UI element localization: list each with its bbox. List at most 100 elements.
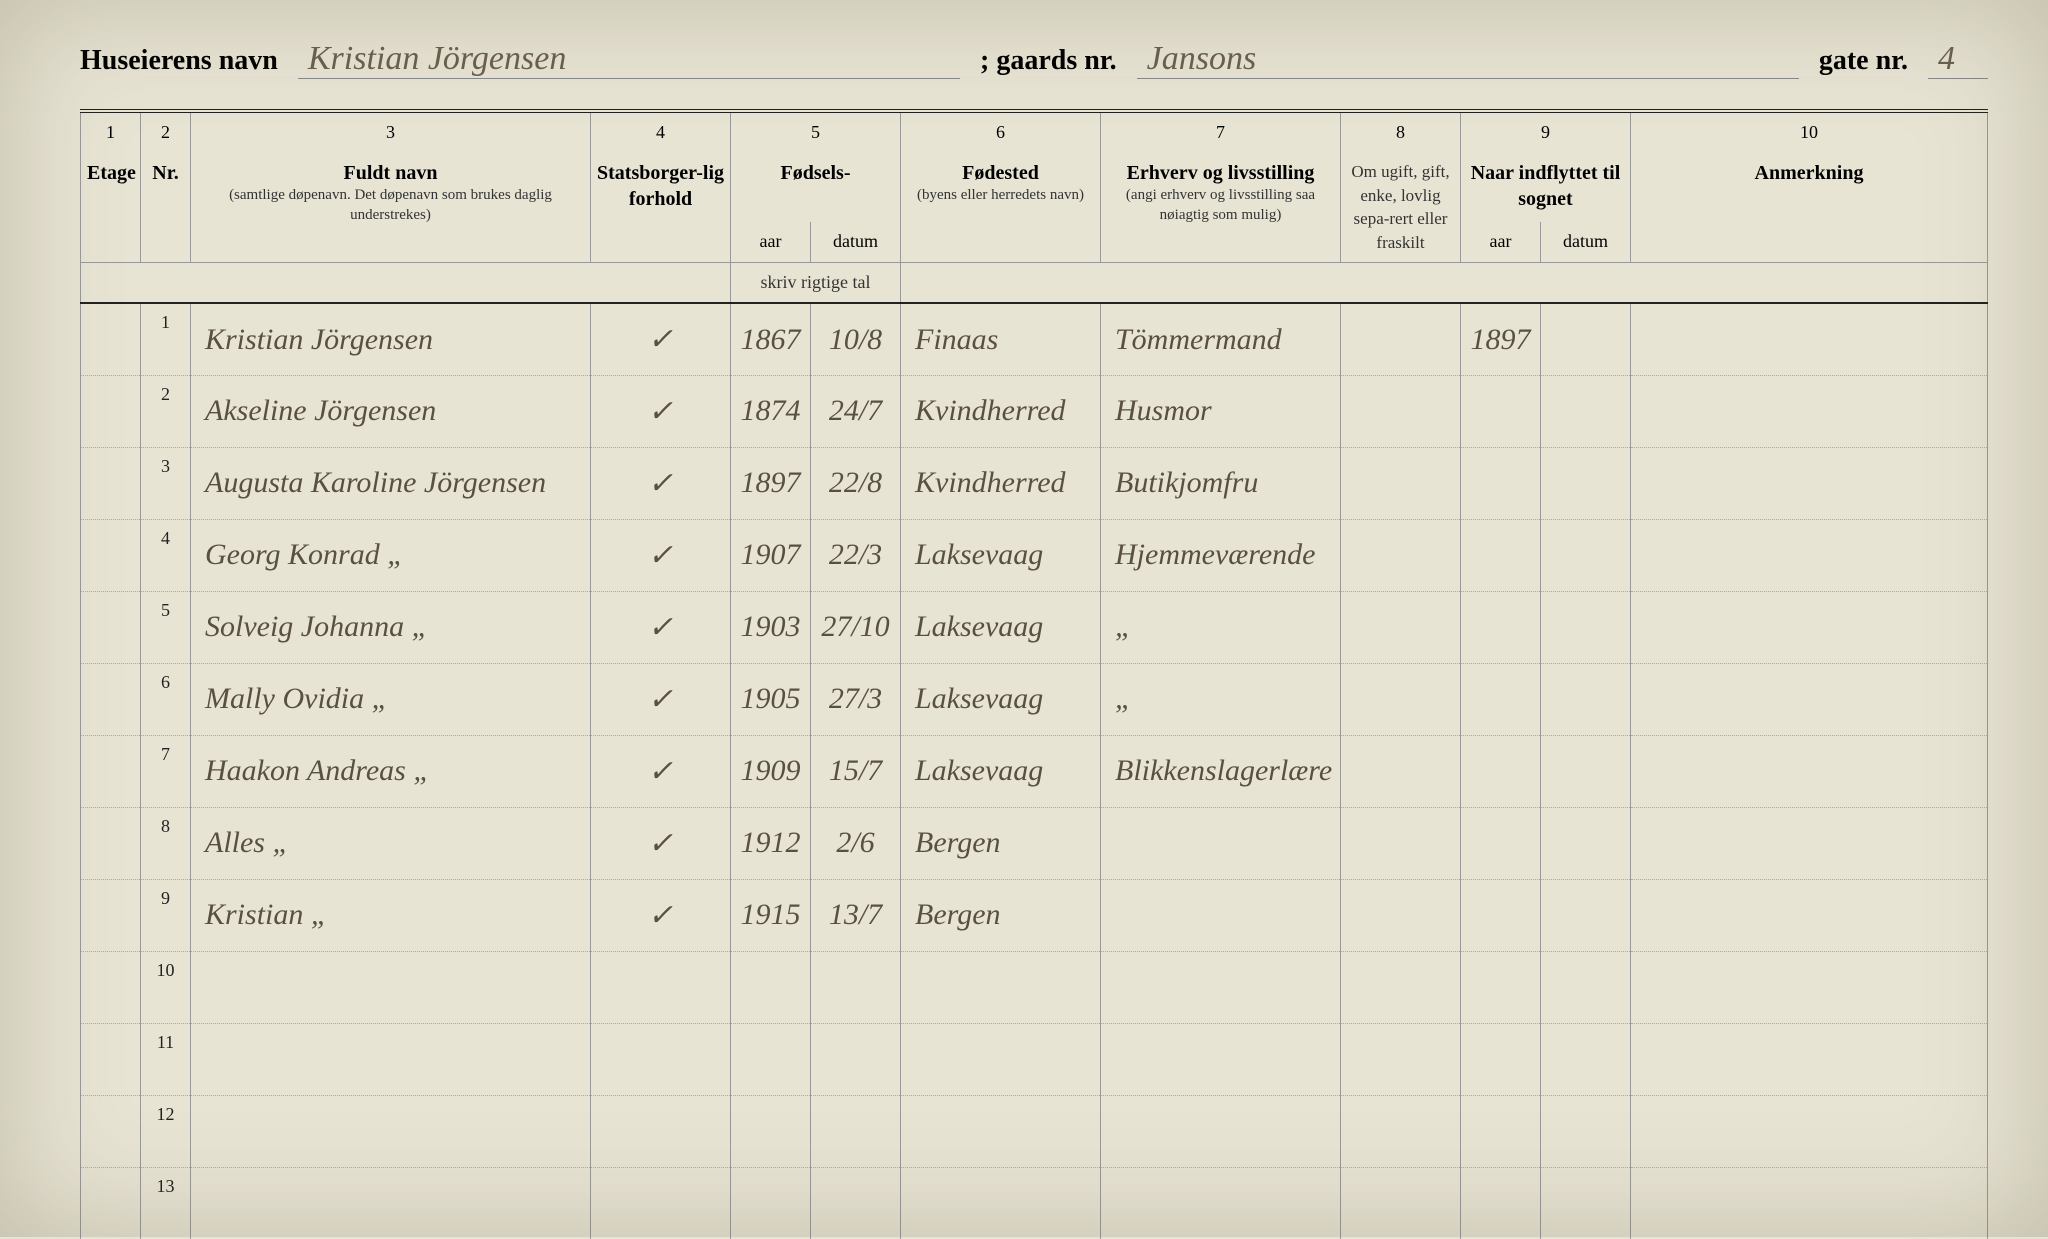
cell-aar: 1907 bbox=[731, 519, 811, 591]
cell-idat bbox=[1541, 663, 1631, 735]
colnum-1: 1 bbox=[81, 111, 141, 152]
cell-idat bbox=[1541, 735, 1631, 807]
cell-dat bbox=[811, 1167, 901, 1239]
cell-idat bbox=[1541, 1167, 1631, 1239]
cell-name bbox=[191, 1023, 591, 1095]
cell-idat bbox=[1541, 879, 1631, 951]
gate-value: 4 bbox=[1928, 40, 1988, 79]
cell-aar: 1867 bbox=[731, 303, 811, 375]
table-row: 12 bbox=[81, 1095, 1988, 1167]
cell-name: Akseline Jörgensen bbox=[191, 375, 591, 447]
col-fodested: Fødested bbox=[907, 160, 1094, 186]
cell-etage bbox=[81, 303, 141, 375]
cell-name bbox=[191, 951, 591, 1023]
colnum-5: 5 bbox=[731, 111, 901, 152]
colnum-9: 9 bbox=[1461, 111, 1631, 152]
cell-aar: 1912 bbox=[731, 807, 811, 879]
colnum-10: 10 bbox=[1631, 111, 1988, 152]
cell-etage bbox=[81, 1023, 141, 1095]
colnum-2: 2 bbox=[141, 111, 191, 152]
cell-erhv: Hjemmeværende bbox=[1101, 519, 1341, 591]
col-aar: aar bbox=[737, 230, 804, 253]
col-marital: Om ugift, gift, enke, lovlig sepa-rert e… bbox=[1351, 162, 1449, 251]
table-row: 8Alles „✓19122/6Bergen bbox=[81, 807, 1988, 879]
col-etage: Etage bbox=[87, 162, 136, 184]
gate-label: gate nr. bbox=[1819, 45, 1908, 77]
cell-anm bbox=[1631, 951, 1988, 1023]
cell-sted: Laksevaag bbox=[901, 519, 1101, 591]
cell-marital bbox=[1341, 375, 1461, 447]
cell-anm bbox=[1631, 1167, 1988, 1239]
cell-idat bbox=[1541, 519, 1631, 591]
cell-nr: 13 bbox=[141, 1167, 191, 1239]
cell-nr: 6 bbox=[141, 663, 191, 735]
owner-label: Huseierens navn bbox=[80, 45, 278, 77]
table-header: 1 2 3 4 5 6 7 8 9 10 Etage Nr. Fuldt nav… bbox=[81, 111, 1988, 303]
cell-name: Augusta Karoline Jörgensen bbox=[191, 447, 591, 519]
cell-aar bbox=[731, 1167, 811, 1239]
cell-erhv bbox=[1101, 1095, 1341, 1167]
cell-dat: 22/3 bbox=[811, 519, 901, 591]
cell-erhv: „ bbox=[1101, 591, 1341, 663]
cell-aar bbox=[731, 951, 811, 1023]
cell-sted bbox=[901, 1167, 1101, 1239]
cell-etage bbox=[81, 447, 141, 519]
col-fodested-sub: (byens eller herredets navn) bbox=[907, 186, 1094, 206]
cell-sted: Bergen bbox=[901, 807, 1101, 879]
cell-dat: 2/6 bbox=[811, 807, 901, 879]
cell-stat: ✓ bbox=[591, 375, 731, 447]
col-datum: datum bbox=[817, 230, 894, 253]
cell-etage bbox=[81, 591, 141, 663]
cell-stat: ✓ bbox=[591, 303, 731, 375]
col-erhverv: Erhverv og livsstilling bbox=[1107, 160, 1334, 186]
cell-idat bbox=[1541, 375, 1631, 447]
cell-marital bbox=[1341, 591, 1461, 663]
cell-idat bbox=[1541, 1023, 1631, 1095]
col-nr: Nr. bbox=[152, 162, 178, 184]
cell-nr: 11 bbox=[141, 1023, 191, 1095]
cell-iaar bbox=[1461, 1167, 1541, 1239]
cell-dat: 27/3 bbox=[811, 663, 901, 735]
cell-anm bbox=[1631, 1023, 1988, 1095]
cell-nr: 5 bbox=[141, 591, 191, 663]
cell-erhv bbox=[1101, 1023, 1341, 1095]
table-row: 3Augusta Karoline Jörgensen✓189722/8Kvin… bbox=[81, 447, 1988, 519]
table-row: 2Akseline Jörgensen✓187424/7KvindherredH… bbox=[81, 375, 1988, 447]
cell-marital bbox=[1341, 951, 1461, 1023]
table-row: 11 bbox=[81, 1023, 1988, 1095]
cell-anm bbox=[1631, 591, 1988, 663]
cell-etage bbox=[81, 879, 141, 951]
cell-aar: 1905 bbox=[731, 663, 811, 735]
cell-dat: 22/8 bbox=[811, 447, 901, 519]
cell-stat: ✓ bbox=[591, 591, 731, 663]
cell-sted: Kvindherred bbox=[901, 375, 1101, 447]
cell-stat bbox=[591, 951, 731, 1023]
cell-name: Kristian Jörgensen bbox=[191, 303, 591, 375]
cell-sted: Finaas bbox=[901, 303, 1101, 375]
table-row: 10 bbox=[81, 951, 1988, 1023]
cell-anm bbox=[1631, 663, 1988, 735]
cell-anm bbox=[1631, 1095, 1988, 1167]
cell-name: Alles „ bbox=[191, 807, 591, 879]
cell-aar: 1909 bbox=[731, 735, 811, 807]
cell-dat bbox=[811, 1023, 901, 1095]
cell-name: Haakon Andreas „ bbox=[191, 735, 591, 807]
cell-etage bbox=[81, 1095, 141, 1167]
cell-anm bbox=[1631, 735, 1988, 807]
cell-iaar bbox=[1461, 519, 1541, 591]
cell-idat bbox=[1541, 951, 1631, 1023]
cell-nr: 1 bbox=[141, 303, 191, 375]
cell-aar bbox=[731, 1023, 811, 1095]
table-row: 5Solveig Johanna „✓190327/10Laksevaag„ bbox=[81, 591, 1988, 663]
colnum-8: 8 bbox=[1341, 111, 1461, 152]
cell-nr: 2 bbox=[141, 375, 191, 447]
table-row: 1Kristian Jörgensen✓186710/8FinaasTömmer… bbox=[81, 303, 1988, 375]
cell-marital bbox=[1341, 807, 1461, 879]
cell-etage bbox=[81, 663, 141, 735]
cell-etage bbox=[81, 951, 141, 1023]
cell-name: Mally Ovidia „ bbox=[191, 663, 591, 735]
col-erhverv-sub: (angi erhverv og livsstilling saa nøiagt… bbox=[1107, 186, 1334, 225]
cell-sted: Kvindherred bbox=[901, 447, 1101, 519]
cell-iaar bbox=[1461, 1023, 1541, 1095]
cell-idat bbox=[1541, 447, 1631, 519]
